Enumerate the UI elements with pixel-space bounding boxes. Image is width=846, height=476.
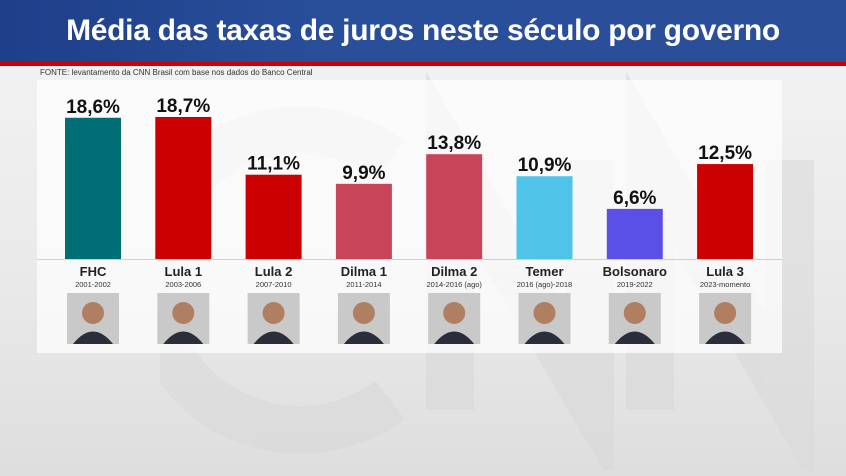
category-label: Lula 3 <box>706 264 744 279</box>
category-period: 2023-momento <box>700 280 750 289</box>
portrait-photo <box>518 293 571 344</box>
bar-bolsonaro <box>606 208 663 259</box>
data-label: 10,9% <box>518 155 572 176</box>
bar-dilma-1 <box>335 183 392 259</box>
category-label: Temer <box>525 264 563 279</box>
source-note: FONTE: levantamento da CNN Brasil com ba… <box>40 68 313 77</box>
portrait-photo <box>608 293 661 344</box>
portrait-photo <box>247 293 300 344</box>
bar-lula-1 <box>155 117 212 259</box>
category-period: 2011-2014 <box>346 280 381 289</box>
category-label: Dilma 1 <box>341 264 387 279</box>
data-label: 18,7% <box>156 96 210 117</box>
data-label: 18,6% <box>66 97 120 118</box>
category-label: Lula 1 <box>165 264 203 279</box>
portrait-photo <box>699 293 752 344</box>
category-label: FHC <box>80 264 107 279</box>
data-label: 11,1% <box>247 154 300 175</box>
bar-lula-2 <box>245 174 302 259</box>
portrait-photo <box>428 293 481 344</box>
data-label: 9,9% <box>342 163 385 184</box>
category-label: Lula 2 <box>255 264 293 279</box>
category-period: 2019-2022 <box>617 280 653 289</box>
header-bar: Média das taxas de juros neste século po… <box>0 0 846 62</box>
bar-fhc <box>65 117 121 259</box>
category-period: 2007-2010 <box>256 280 292 289</box>
portrait-photo <box>337 293 390 344</box>
category-period: 2016 (ago)-2018 <box>517 280 572 289</box>
portrait-photo <box>157 293 210 344</box>
data-label: 13,8% <box>427 133 481 154</box>
header-divider <box>0 62 846 66</box>
category-period: 2001-2002 <box>75 280 111 289</box>
bar-dilma-2 <box>426 154 483 259</box>
category-label: Bolsonaro <box>603 264 667 279</box>
portrait-photo <box>67 293 119 344</box>
category-label: Dilma 2 <box>431 264 477 279</box>
data-label: 12,5% <box>698 143 752 164</box>
bar-lula-3 <box>697 164 754 259</box>
chart-title: Média das taxas de juros neste século po… <box>66 14 780 47</box>
category-period: 2014-2016 (ago) <box>426 280 482 289</box>
bar-temer <box>516 176 573 259</box>
category-period: 2003-2006 <box>165 280 201 289</box>
data-label: 6,6% <box>613 188 656 209</box>
